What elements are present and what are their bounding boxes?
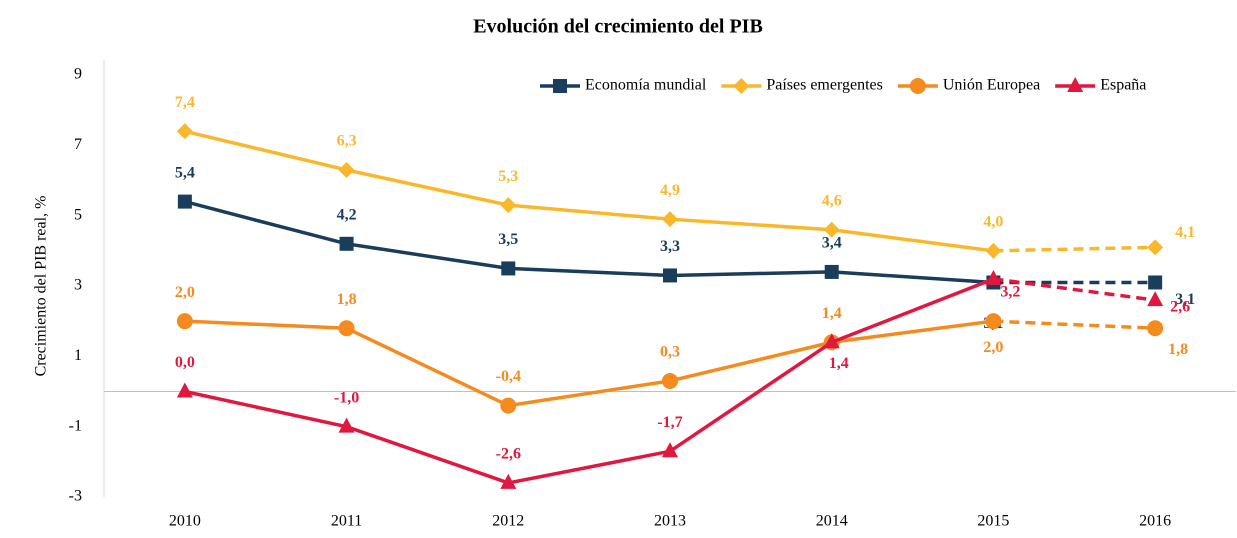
- legend-marker: [553, 79, 567, 93]
- point: [176, 382, 193, 398]
- legend-marker: [733, 78, 750, 94]
- point: [177, 194, 192, 209]
- value-label: 2,0: [175, 284, 195, 301]
- value-label: 3,5: [498, 231, 518, 248]
- y-tick-label: 3: [74, 277, 82, 294]
- series-line-dashed: [993, 277, 1156, 302]
- y-tick-label: -1: [69, 417, 82, 434]
- point: [500, 397, 517, 414]
- point: [985, 242, 1002, 259]
- point: [176, 123, 193, 140]
- point: [1147, 291, 1164, 307]
- value-label: 5,4: [175, 164, 195, 181]
- series-line: [184, 129, 994, 253]
- value-label: 4,2: [337, 206, 357, 223]
- value-label: 1,4: [822, 305, 842, 322]
- value-label: 4,6: [822, 192, 842, 209]
- value-label: 2,6: [1170, 299, 1190, 316]
- point: [663, 268, 677, 283]
- point: [338, 320, 355, 337]
- point: [338, 417, 355, 433]
- y-axis-label: Crecimiento del PIB real, %: [33, 196, 50, 377]
- value-label: 3,1: [1175, 291, 1195, 308]
- series-line: [184, 277, 995, 485]
- x-tick-label: 2013: [654, 513, 686, 530]
- y-tick-label: 5: [74, 206, 82, 223]
- value-label: 4,0: [983, 214, 1003, 231]
- value-label: 7,4: [175, 94, 195, 111]
- legend-label: España: [1100, 77, 1146, 94]
- y-tick-label: 7: [74, 136, 82, 153]
- point: [662, 372, 678, 389]
- value-label: 1,8: [337, 291, 357, 308]
- value-label: 0,0: [175, 354, 195, 371]
- legend-label: Países emergentes: [766, 77, 883, 94]
- point: [176, 313, 193, 330]
- series-line-dashed: [993, 245, 1156, 253]
- point: [985, 269, 1002, 285]
- value-label: 3,2: [1000, 284, 1020, 301]
- point: [501, 261, 516, 276]
- legend-marker: [909, 78, 926, 94]
- chart-title: Evolución del crecimiento del PIB: [473, 16, 763, 38]
- value-label: -1,7: [657, 414, 682, 431]
- point: [339, 236, 354, 251]
- y-tick-label: 1: [74, 347, 82, 364]
- point: [662, 442, 678, 458]
- legend-label: Economía mundial: [585, 77, 707, 94]
- value-label: 4,1: [1175, 224, 1195, 241]
- value-label: -1,0: [334, 389, 359, 406]
- series-line: [184, 199, 994, 285]
- series-line-dashed: [993, 319, 1156, 330]
- value-label: 3,3: [660, 238, 680, 255]
- legend-marker: [1067, 77, 1084, 92]
- x-tick-label: 2014: [816, 513, 848, 530]
- value-label: 2,0: [983, 339, 1003, 356]
- y-tick-label: 9: [74, 66, 82, 83]
- point: [985, 313, 1002, 330]
- point: [500, 473, 517, 489]
- x-tick-label: 2010: [169, 513, 201, 530]
- value-label: 6,3: [337, 133, 357, 150]
- value-label: 3,4: [822, 235, 842, 252]
- point: [338, 161, 355, 178]
- point: [1147, 239, 1164, 256]
- point: [823, 221, 840, 238]
- x-tick-label: 2011: [331, 513, 362, 530]
- legend-label: Unión Europea: [943, 77, 1040, 94]
- point: [1147, 320, 1164, 337]
- point: [823, 333, 840, 349]
- point: [500, 197, 517, 214]
- point: [662, 211, 678, 228]
- value-label: 1,8: [1168, 341, 1188, 358]
- point: [1148, 275, 1163, 290]
- value-label: -0,4: [496, 368, 521, 385]
- value-label: -2,6: [496, 446, 521, 463]
- value-label: 0,3: [660, 344, 680, 361]
- value-label: 4,9: [660, 182, 680, 199]
- value-label: 5,3: [498, 168, 518, 185]
- value-label: 1,4: [829, 355, 849, 372]
- point: [824, 264, 839, 279]
- x-tick-label: 2016: [1139, 513, 1171, 530]
- x-tick-label: 2012: [492, 513, 524, 530]
- series-line: [184, 319, 994, 408]
- y-tick-label: -3: [69, 488, 82, 505]
- x-tick-label: 2015: [977, 513, 1009, 530]
